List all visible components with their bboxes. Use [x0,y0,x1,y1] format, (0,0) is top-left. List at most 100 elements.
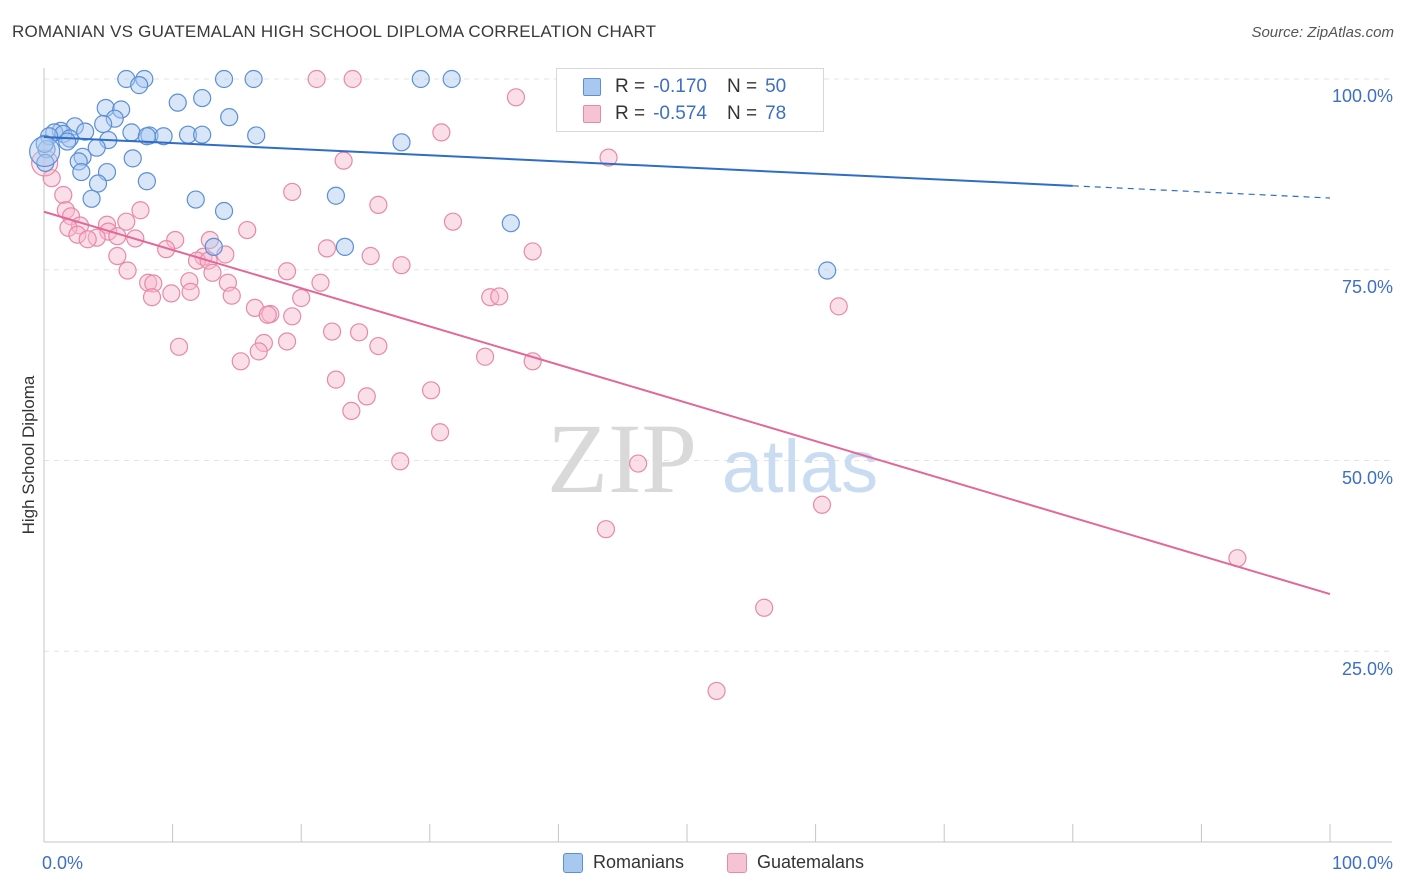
chart-title: ROMANIAN VS GUATEMALAN HIGH SCHOOL DIPLO… [12,22,657,41]
guatemalans-point [231,352,250,371]
romanians-point [122,123,141,142]
guatemalans-point [142,288,162,307]
guatemalans-point [334,151,353,170]
legend-n-label: N = [726,103,758,124]
y-tick-25: 25.0% [1341,659,1393,679]
bottom-legend-guatemalans[interactable]: Guatemalans [727,852,864,873]
guatemalans-point [829,297,848,316]
guatemalans-point [391,452,410,471]
guatemalans-swatch [583,105,601,123]
romanians-point [411,69,430,89]
guatemalans-point [54,185,73,205]
guatemalans-point [812,495,832,514]
romanians-point [94,114,113,134]
romanians-point [326,186,346,205]
trend-lines [43,135,1331,595]
romanians-point [168,93,187,112]
romanians-point [214,201,234,221]
y-tick-50: 50.0% [1341,468,1393,488]
watermark-zip: ZIP [547,403,697,514]
guatemalans-point [599,148,618,167]
romanians-point [501,214,520,233]
romanians-point [69,152,88,171]
bottom-legend-romanians[interactable]: Romanians [563,852,684,873]
romanians-point [214,69,234,89]
guatemalans-point [369,195,388,214]
guatemalans-n-value: 78 [765,103,787,124]
legend-row-romanians: R = -0.170 N = 50 [583,75,786,99]
guatemalans-point [307,69,326,89]
guatemalans-point [144,274,163,293]
guatemalans-point [87,228,106,247]
guatemalans-point [317,239,337,258]
y-tick-75: 75.0% [1341,277,1393,297]
romanians-point [442,69,461,89]
guatemalans-point [131,201,150,220]
guatemalans-point [277,262,297,281]
y-axis-label: High School Diploma [19,375,38,535]
guatemalans-point [157,240,176,259]
guatemalans-point [222,286,241,305]
y-tick-100: 100.0% [1331,86,1393,106]
guatemalans-point [169,337,189,356]
romanians-legend-swatch [563,852,583,873]
guatemalans-point [349,323,369,342]
guatemalans-point [430,423,450,442]
romanians-point [818,261,837,280]
guatemalans-point [139,273,158,292]
guatemalans-point [523,242,542,261]
source-label: Source: ZipAtlas.com [1251,24,1394,41]
romanians-n-value: 50 [765,76,787,97]
guatemalans-point [357,387,376,406]
guatemalans-point [249,342,268,361]
romanians-point [392,133,411,152]
romanians-point [72,162,91,182]
guatemalans-point [78,230,97,249]
correlation-legend: R = -0.170 N = 50 R = -0.574 N = 78 [556,68,824,132]
romanians-point [193,88,212,108]
romanians-swatch [583,78,601,96]
romanians-point [112,100,131,119]
romanians-point [244,69,263,89]
guatemalans-point [258,305,277,324]
guatemalans-point [506,88,526,107]
guatemalans-point [490,287,509,306]
guatemalans-point [369,336,388,356]
romanians-point [123,149,142,168]
legend-r-label: R = [615,103,646,124]
legend-r-label: R = [615,76,646,97]
romanians-point [204,237,223,256]
guatemalans-point [343,69,362,89]
guatemalans-point [523,352,542,371]
romanians-point [186,190,205,209]
romanians-trend-line [43,135,1073,187]
romanians-r-value: -0.170 [653,76,707,97]
guatemalans-point [432,123,451,142]
romanians-point [247,126,266,145]
guatemalans-point [596,520,616,539]
romanians-trend-extension [1072,185,1331,199]
guatemalans-point [421,381,441,400]
guatemalans-point [68,225,87,244]
romanians-point [154,127,173,146]
x-tick-0: 0.0% [42,853,84,873]
guatemalans-legend-label: Guatemalans [757,852,865,872]
watermark-atlas: atlas [722,425,878,508]
guatemalans-point [292,288,311,308]
guatemalans-point [326,370,346,389]
guatemalans-points [31,69,1247,701]
guatemalans-point [238,220,257,240]
romanians-points [29,69,837,280]
guatemalans-point [277,332,297,351]
guatemalans-point [283,307,302,326]
romanians-point [35,134,54,153]
axes [43,68,1392,843]
guatemalans-point [162,284,181,303]
guatemalans-trend-line [43,210,1331,595]
romanians-point [105,109,124,128]
guatemalans-legend-swatch [727,852,747,873]
legend-n-label: N = [726,76,758,97]
romanians-point [88,174,108,193]
guatemalans-point [755,598,774,617]
